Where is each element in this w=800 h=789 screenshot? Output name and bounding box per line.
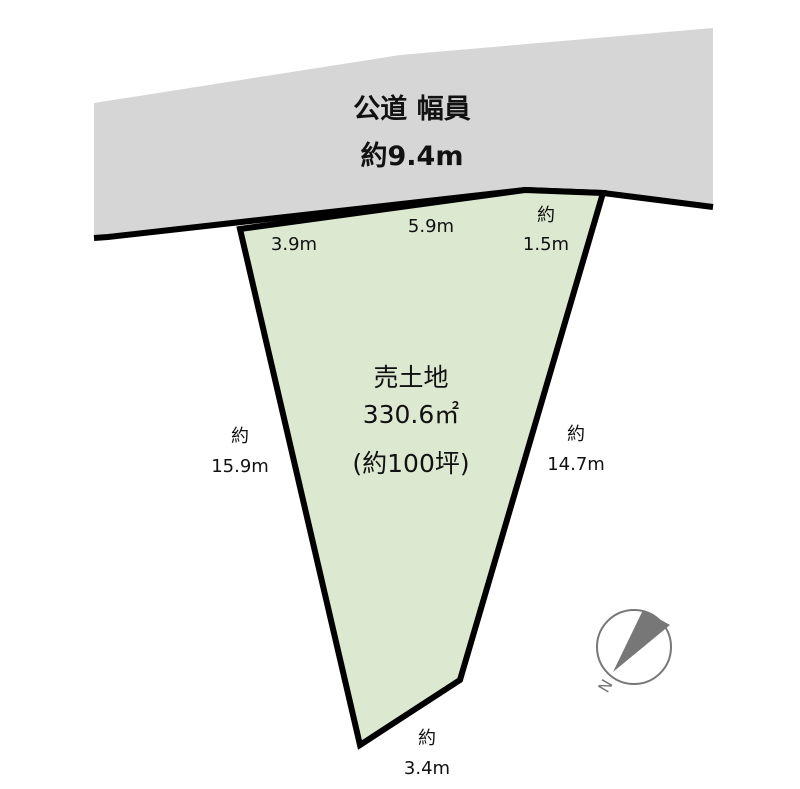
north-arrow-icon: N (594, 609, 672, 696)
dim-bottom: 3.4m (403, 758, 451, 779)
public-road (94, 28, 713, 237)
dim-left: 15.9m (211, 456, 269, 477)
north-label: N (594, 676, 616, 696)
plot-area: 330.6㎡ (362, 400, 460, 429)
dim-front-right: 1.5m (522, 234, 570, 255)
dim-right: 14.7m (547, 454, 605, 475)
plot-title: 売土地 (373, 363, 449, 392)
dim-front-left: 3.9m (270, 234, 318, 255)
plot-tsubo: (約100坪) (352, 449, 470, 478)
land-parcel (236, 186, 607, 750)
dim-front-right-prefix: 約 (537, 205, 555, 226)
dim-right-prefix: 約 (567, 424, 585, 445)
dim-bottom-prefix: 約 (418, 728, 436, 749)
road-width: 約9.4m (360, 141, 464, 172)
road-title: 公道 幅員 (353, 94, 471, 125)
dim-front-middle: 5.9m (407, 216, 455, 237)
dim-left-prefix: 約 (231, 426, 249, 447)
